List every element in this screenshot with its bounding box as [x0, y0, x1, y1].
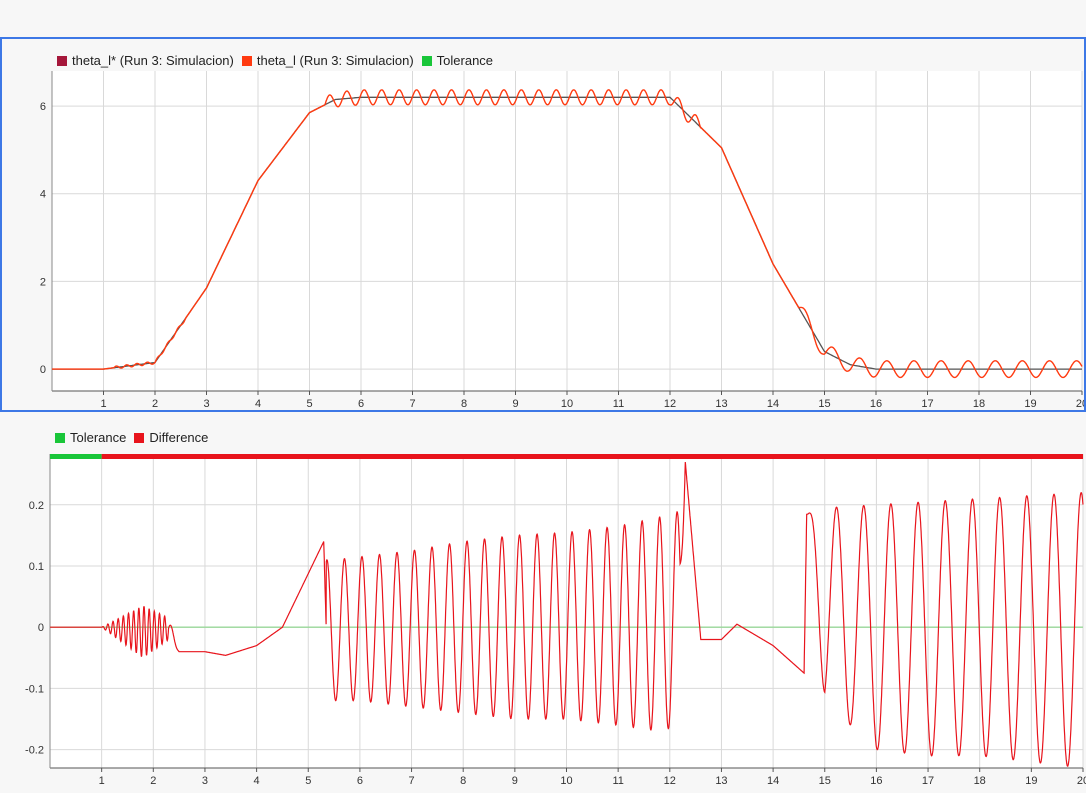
- top-y-tick-label: 0: [40, 364, 46, 376]
- bottom-x-tick-label: 4: [254, 775, 260, 787]
- top-plot-legend: theta_l* (Run 3: Simulacion) theta_l (Ru…: [57, 53, 501, 68]
- top-x-tick-label: 10: [561, 398, 573, 410]
- bottom-x-tick-label: 19: [1025, 775, 1037, 787]
- top-x-tick-label: 12: [664, 398, 676, 410]
- top-x-tick-label: 9: [512, 398, 518, 410]
- top-x-tick-label: 13: [715, 398, 727, 410]
- top-y-tick-label: 2: [40, 276, 46, 288]
- top-x-tick-label: 14: [767, 398, 779, 410]
- legend-label-tolerance: Tolerance: [436, 53, 494, 68]
- top-x-tick-label: 11: [613, 398, 624, 410]
- toolbar-area: [0, 0, 1086, 37]
- legend-label-theta: theta_l (Run 3: Simulacion): [256, 53, 414, 68]
- legend-swatch-theta-ref: [57, 55, 67, 66]
- legend-item-tolerance-bottom[interactable]: Tolerance: [55, 430, 126, 445]
- top-x-tick-label: 20: [1076, 398, 1084, 410]
- bottom-x-tick-label: 8: [460, 775, 466, 787]
- bottom-x-tick-label: 11: [612, 775, 623, 787]
- top-x-tick-label: 2: [152, 398, 158, 410]
- bottom-plot-chart[interactable]: 1234567891011121314151617181920-0.2-0.10…: [0, 412, 1086, 793]
- bottom-y-tick-label: -0.2: [25, 745, 44, 757]
- top-y-tick-label: 4: [40, 189, 46, 201]
- bottom-x-tick-label: 17: [922, 775, 934, 787]
- bottom-y-tick-label: 0.1: [29, 561, 44, 573]
- bottom-plot-legend: Tolerance Difference: [55, 430, 216, 445]
- bottom-y-tick-label: 0.2: [29, 500, 44, 512]
- legend-item-theta[interactable]: theta_l (Run 3: Simulacion): [241, 53, 414, 68]
- bottom-x-tick-label: 10: [560, 775, 572, 787]
- legend-swatch-difference: [134, 432, 145, 443]
- bottom-plot-panel[interactable]: Tolerance Difference 1 2 3 4 5 6 7 8 9 10 11 12 13 14…: [0, 412, 1086, 793]
- top-x-tick-label: 8: [461, 398, 467, 410]
- bottom-x-tick-label: 16: [870, 775, 882, 787]
- top-x-tick-label: 4: [255, 398, 261, 410]
- bottom-x-tick-label: 6: [357, 775, 363, 787]
- bottom-x-tick-label: 1: [99, 775, 105, 787]
- legend-swatch-theta: [241, 55, 252, 66]
- bottom-x-tick-label: 2: [150, 775, 156, 787]
- top-x-tick-label: 5: [306, 398, 312, 410]
- top-x-tick-label: 19: [1024, 398, 1036, 410]
- bottom-x-tick-label: 12: [664, 775, 676, 787]
- legend-label-tolerance-bottom: Tolerance: [70, 430, 127, 445]
- legend-label-theta-ref: theta_l* (Run 3: Simulacion): [72, 53, 234, 68]
- top-plot-panel[interactable]: theta_l* (Run 3: Simulacion) theta_l (Ru…: [0, 37, 1086, 412]
- legend-label-difference: Difference: [149, 430, 209, 445]
- bottom-x-tick-label: 15: [819, 775, 831, 787]
- bottom-x-tick-label: 14: [767, 775, 779, 787]
- bottom-x-tick-label: 5: [305, 775, 311, 787]
- bottom-x-tick-label: 20: [1077, 775, 1086, 787]
- bottom-y-tick-label: 0: [38, 622, 44, 634]
- bottom-x-tick-label: 3: [202, 775, 208, 787]
- top-x-tick-label: 6: [358, 398, 364, 410]
- bottom-x-tick-label: 7: [408, 775, 414, 787]
- top-x-tick-label: 7: [409, 398, 415, 410]
- legend-item-tolerance[interactable]: Tolerance: [421, 53, 494, 68]
- top-plot-chart[interactable]: 12345678910111213141516171819200246: [2, 39, 1084, 410]
- legend-item-theta-ref[interactable]: theta_l* (Run 3: Simulacion): [57, 53, 234, 68]
- top-x-tick-label: 17: [921, 398, 933, 410]
- legend-swatch-tolerance: [421, 55, 432, 66]
- bottom-x-tick-label: 18: [974, 775, 986, 787]
- bottom-x-tick-label: 9: [512, 775, 518, 787]
- legend-item-difference[interactable]: Difference: [134, 430, 208, 445]
- top-x-tick-label: 18: [973, 398, 985, 410]
- legend-swatch-tolerance-bottom: [55, 432, 65, 443]
- series-line-difference: [50, 461, 1084, 767]
- series-line-theta: [52, 89, 1083, 379]
- tolerance-pass-bar: [50, 454, 102, 459]
- tolerance-fail-bar: [101, 454, 1083, 459]
- top-x-tick-label: 16: [870, 398, 882, 410]
- top-y-tick-label: 6: [40, 101, 46, 113]
- bottom-x-tick-label: 13: [715, 775, 727, 787]
- top-x-tick-label: 3: [203, 398, 209, 410]
- top-x-tick-label: 1: [100, 398, 106, 410]
- bottom-y-tick-label: -0.1: [25, 683, 44, 695]
- top-x-tick-label: 15: [818, 398, 830, 410]
